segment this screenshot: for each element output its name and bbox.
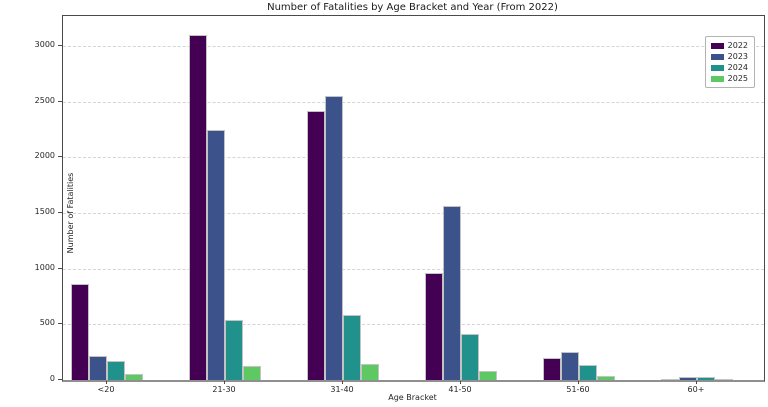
bar-2025-31-40 xyxy=(361,364,379,380)
y-tick-mark xyxy=(58,45,62,47)
bar-2024-60+ xyxy=(697,377,715,380)
x-tick-mark xyxy=(578,381,579,384)
x-tick-label-31-40: 31-40 xyxy=(330,385,354,394)
bar-2023-31-40 xyxy=(325,96,343,380)
y-tick-mark xyxy=(58,267,62,269)
bar-2023-51-60 xyxy=(561,352,579,380)
bar-2025-51-60 xyxy=(597,376,615,380)
x-tick-mark xyxy=(106,381,107,384)
bar-2025-<20 xyxy=(125,374,143,380)
y-tick-label: 1500 xyxy=(34,207,55,217)
bar-2022-51-60 xyxy=(543,358,561,380)
gridline-y-2500 xyxy=(63,101,764,103)
y-tick-label: 500 xyxy=(39,318,55,328)
x-tick-mark xyxy=(696,381,697,384)
bar-2022-41-50 xyxy=(425,273,443,380)
y-tick-mark xyxy=(58,212,62,214)
gridline-y-2000 xyxy=(63,157,764,159)
gridline-y-1000 xyxy=(63,268,764,270)
bar-2023-<20 xyxy=(89,356,107,380)
x-axis-label: Age Bracket xyxy=(388,393,437,402)
legend-swatch-icon xyxy=(710,64,724,71)
legend-item-2022: 2022 xyxy=(710,40,748,51)
bar-2024-31-40 xyxy=(343,315,361,380)
y-tick-mark xyxy=(58,379,62,380)
gridline-y-500 xyxy=(63,324,764,326)
bar-2024-41-50 xyxy=(461,334,479,380)
bar-2025-21-30 xyxy=(243,366,261,380)
legend: 2022 2023 2024 2025 xyxy=(704,36,755,88)
y-tick-mark xyxy=(58,323,62,325)
x-tick-label-60+: 60+ xyxy=(687,385,705,394)
legend-label: 2023 xyxy=(727,52,748,61)
legend-item-2025: 2025 xyxy=(710,73,748,84)
legend-item-2024: 2024 xyxy=(710,62,748,73)
y-tick-mark xyxy=(58,100,62,102)
bar-2023-41-50 xyxy=(443,206,461,380)
bar-2022-<20 xyxy=(71,284,89,380)
y-tick-label: 1000 xyxy=(34,262,55,272)
legend-label: 2025 xyxy=(727,74,748,83)
chart-title: Number of Fatalities by Age Bracket and … xyxy=(267,2,558,13)
gridline-y-1500 xyxy=(63,213,764,215)
gridline-y-3000 xyxy=(63,46,764,48)
bar-2022-60+ xyxy=(661,379,679,380)
x-tick-mark xyxy=(342,381,343,384)
bar-2022-31-40 xyxy=(307,111,325,380)
x-tick-label-<20: <20 xyxy=(97,385,115,394)
bar-2024-<20 xyxy=(107,361,125,380)
legend-label: 2024 xyxy=(727,63,748,72)
y-tick-label: 0 xyxy=(49,374,55,383)
y-tick-label: 2000 xyxy=(34,151,55,161)
x-tick-mark xyxy=(224,381,225,384)
bar-2024-21-30 xyxy=(225,320,243,380)
legend-label: 2022 xyxy=(727,41,748,50)
bar-2025-60+ xyxy=(715,379,733,380)
legend-swatch-icon xyxy=(710,53,724,60)
y-tick-mark xyxy=(58,156,62,158)
x-tick-label-21-30: 21-30 xyxy=(212,385,236,394)
legend-swatch-icon xyxy=(710,42,724,49)
x-tick-label-51-60: 51-60 xyxy=(566,385,590,394)
x-tick-mark xyxy=(460,381,461,384)
legend-item-2023: 2023 xyxy=(710,51,748,62)
plot-area: Number of Fatalities 2022 2023 2024 2025 xyxy=(62,15,765,382)
bar-2025-41-50 xyxy=(479,371,497,380)
legend-swatch-icon xyxy=(710,75,724,82)
x-tick-label-41-50: 41-50 xyxy=(448,385,472,394)
bar-2023-21-30 xyxy=(207,130,225,380)
bar-2024-51-60 xyxy=(579,365,597,380)
y-tick-label: 3000 xyxy=(34,40,55,50)
bar-2023-60+ xyxy=(679,377,697,380)
bar-2022-21-30 xyxy=(189,35,207,380)
y-tick-label: 2500 xyxy=(34,95,55,105)
